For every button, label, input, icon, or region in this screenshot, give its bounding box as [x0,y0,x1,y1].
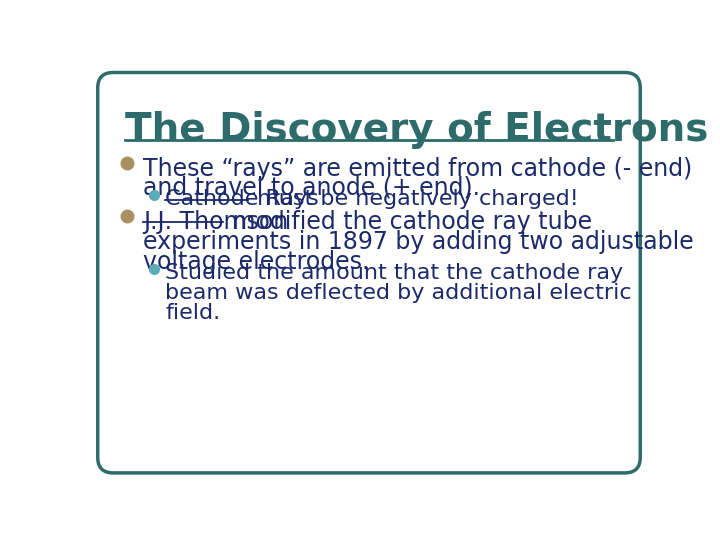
Text: The Discovery of Electrons: The Discovery of Electrons [125,111,708,149]
Text: modified the cathode ray tube: modified the cathode ray tube [225,210,592,234]
Text: Cathode Rays: Cathode Rays [165,189,319,209]
FancyBboxPatch shape [98,72,640,473]
Text: beam was deflected by additional electric: beam was deflected by additional electri… [165,283,632,303]
Text: voltage electrodes.: voltage electrodes. [143,249,369,274]
Text: field.: field. [165,303,220,323]
Text: These “rays” are emitted from cathode (- end): These “rays” are emitted from cathode (-… [143,157,692,181]
Text: J.J. Thomson: J.J. Thomson [143,210,288,234]
Text: experiments in 1897 by adding two adjustable: experiments in 1897 by adding two adjust… [143,230,693,254]
Text: and travel to anode (+ end).: and travel to anode (+ end). [143,176,480,200]
Text: must be negatively charged!: must be negatively charged! [250,189,578,209]
Text: Studied the amount that the cathode ray: Studied the amount that the cathode ray [165,262,624,283]
